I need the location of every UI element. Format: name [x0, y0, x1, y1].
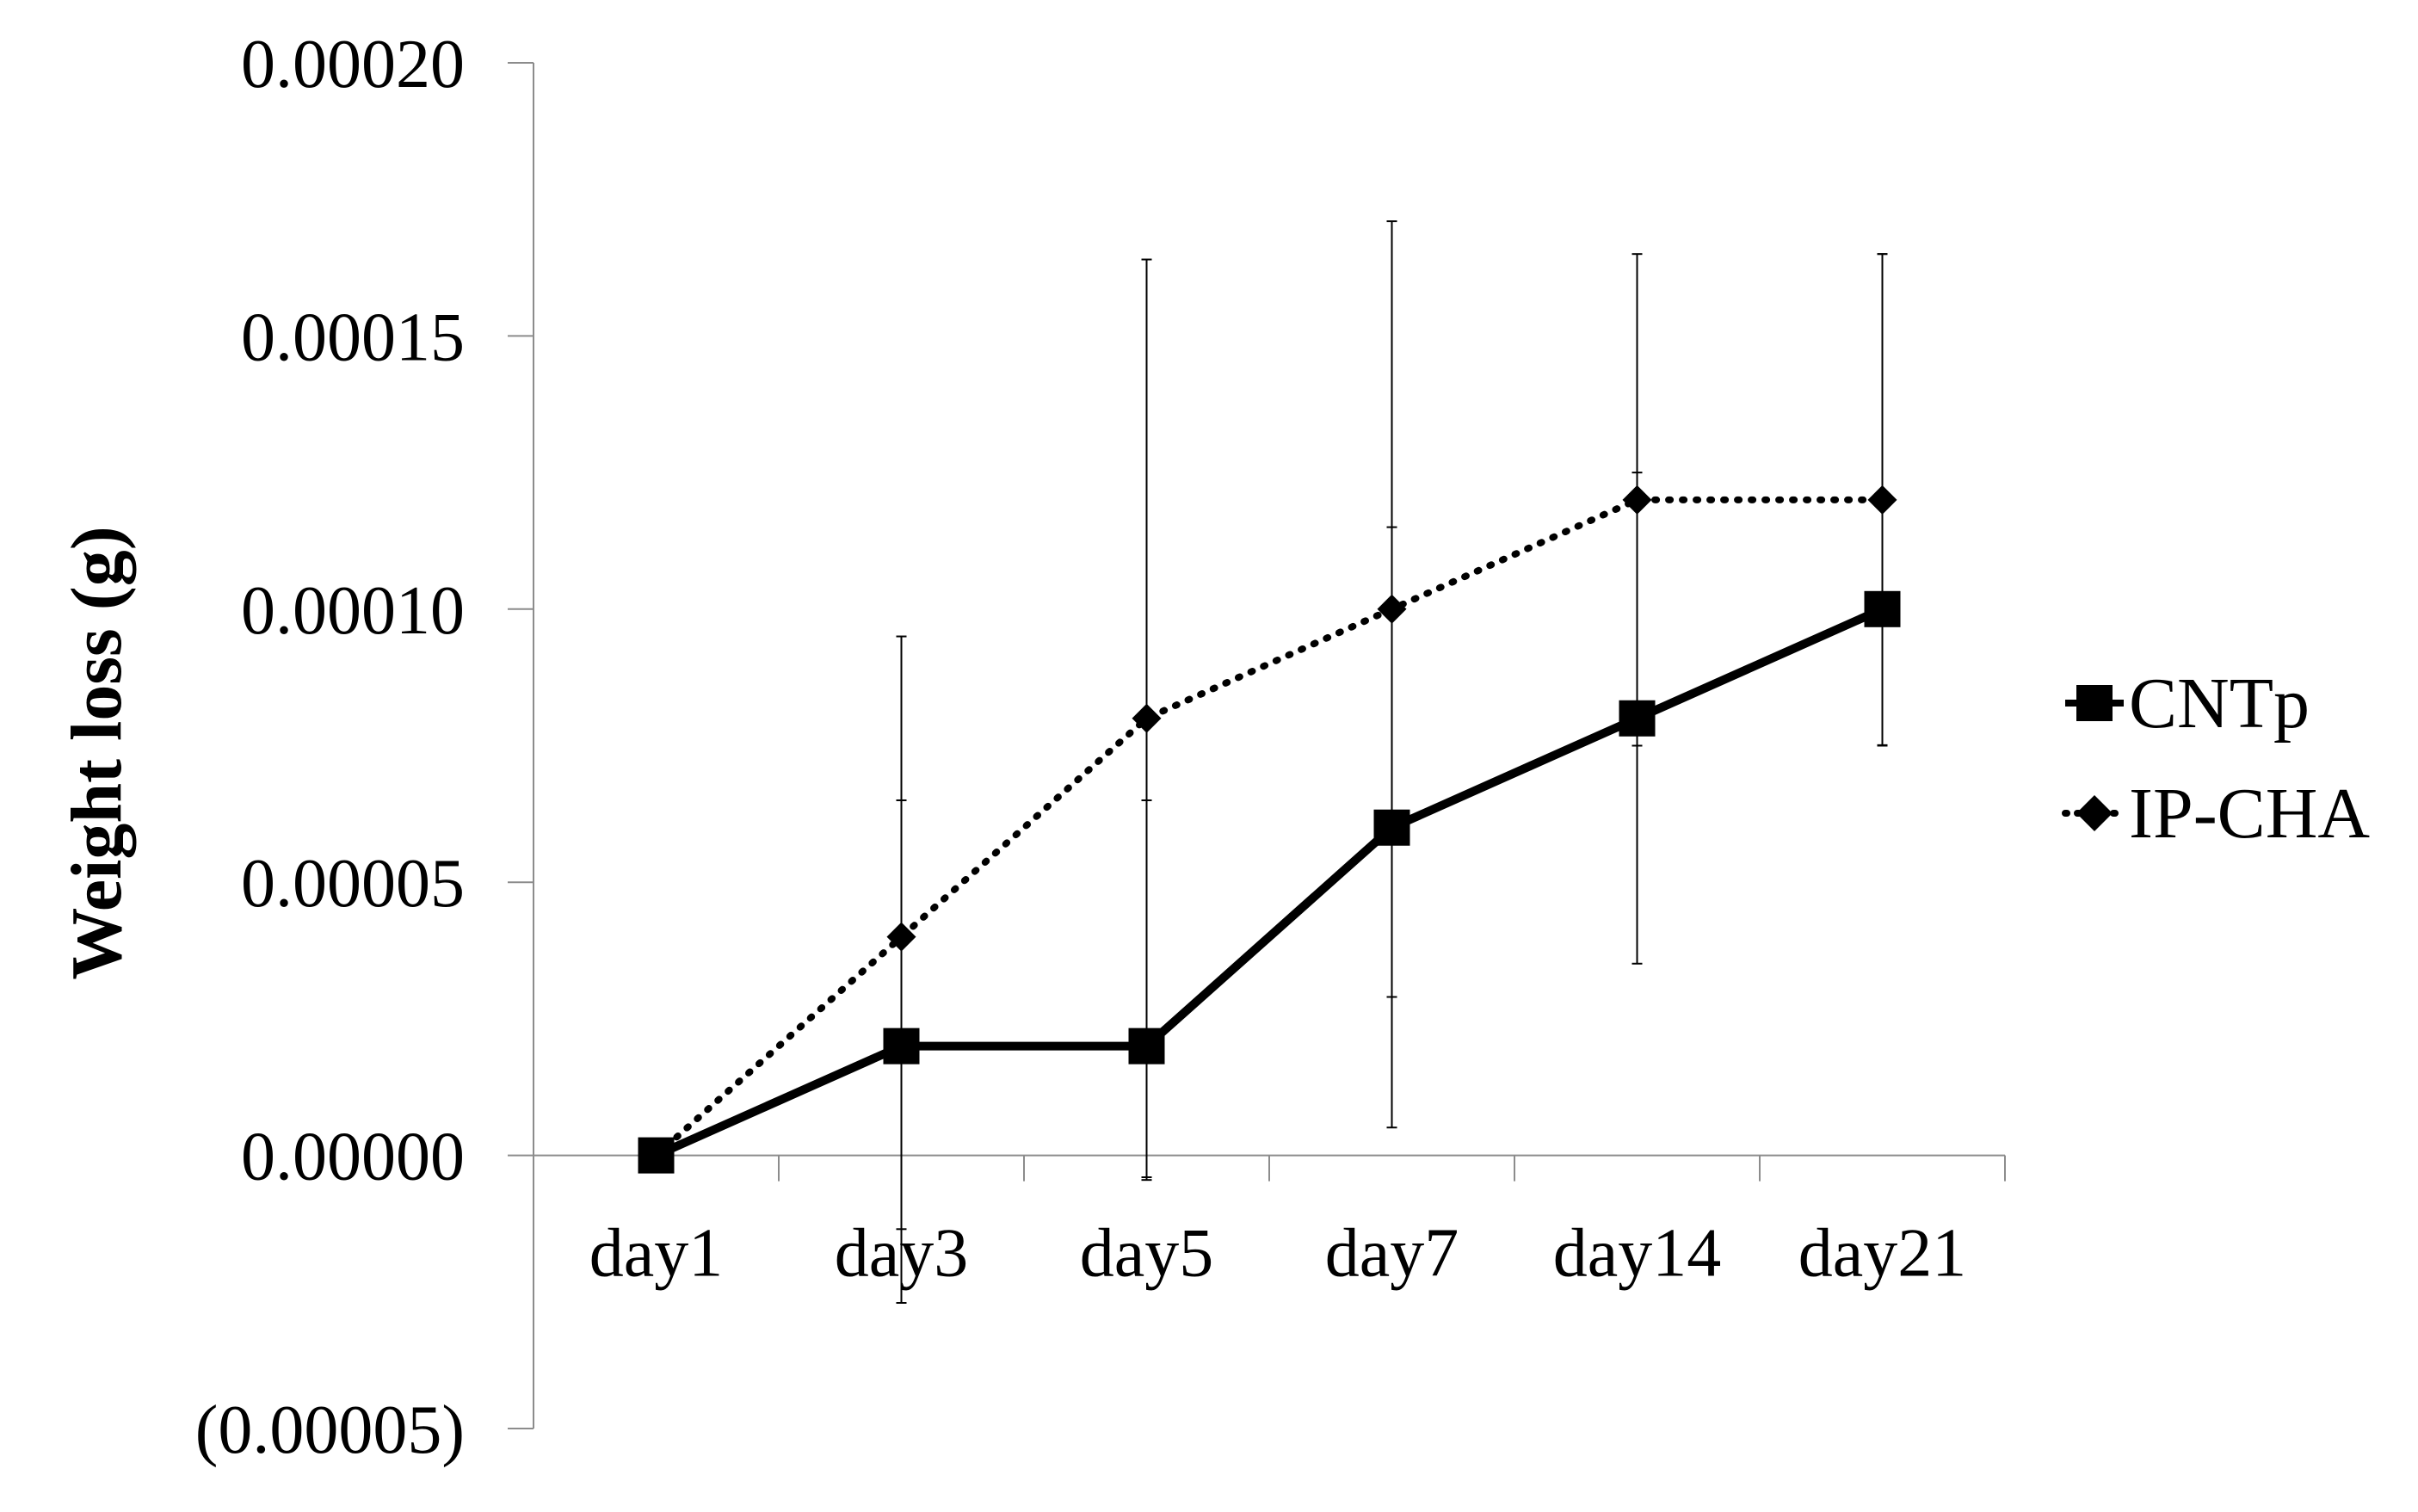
y-axis-ticks: (0.00005) 0.00000 0.00005 0.00010 0.00015 0.0… — [195, 27, 534, 1468]
data-point-diamond — [1867, 484, 1897, 515]
y-tick-label: 0.00005 — [241, 846, 465, 922]
x-tick-label: day14 — [1553, 1216, 1722, 1292]
data-point-square — [1128, 1028, 1165, 1065]
x-tick-label: day5 — [1080, 1216, 1214, 1292]
series-markers — [638, 484, 1901, 1174]
data-point-diamond — [1622, 484, 1652, 515]
legend-entry-cntp: CNTp — [2065, 663, 2310, 744]
legend-label-cntp: CNTp — [2129, 663, 2310, 744]
legend: CNTp IP-CHA — [2062, 663, 2370, 854]
legend-marker-square — [2076, 685, 2113, 721]
y-tick-label: 0.00010 — [241, 573, 465, 649]
data-point-diamond — [641, 1140, 671, 1170]
x-tick-label: day1 — [589, 1216, 724, 1292]
legend-marker-diamond — [2076, 795, 2113, 831]
x-tick-label: day7 — [1325, 1216, 1459, 1292]
y-tick-label: (0.00005) — [195, 1392, 465, 1468]
data-point-square — [883, 1028, 920, 1065]
data-point-diamond — [1377, 594, 1407, 624]
y-tick-label: 0.00020 — [241, 27, 465, 102]
data-point-square — [1864, 590, 1901, 627]
y-tick-label: 0.00000 — [241, 1120, 465, 1195]
y-axis-title: Weight loss (g) — [57, 526, 137, 979]
x-tick-label: day21 — [1798, 1216, 1967, 1292]
data-point-diamond — [1132, 703, 1162, 733]
series-line-ip-cha — [652, 496, 1886, 1159]
series-line-cntp — [654, 605, 1884, 1160]
legend-label-ip-cha: IP-CHA — [2129, 774, 2370, 854]
y-tick-label: 0.00015 — [241, 299, 465, 375]
data-point-diamond — [886, 922, 916, 952]
legend-entry-ip-cha: IP-CHA — [2062, 774, 2370, 854]
data-point-square — [1373, 809, 1410, 846]
data-point-square — [1619, 700, 1656, 737]
series-lines — [652, 496, 1886, 1160]
